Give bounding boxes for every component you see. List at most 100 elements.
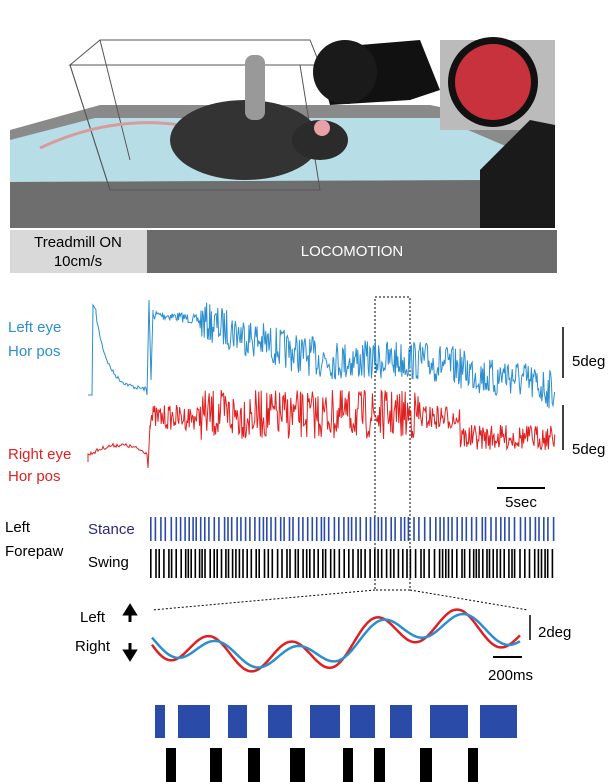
stance-tick xyxy=(184,517,186,541)
mouse-head xyxy=(292,120,348,160)
stance-tick xyxy=(302,517,304,541)
stance-tick xyxy=(240,517,242,541)
swing-tick xyxy=(389,549,392,578)
stance-tick xyxy=(338,517,340,541)
stance-tick xyxy=(529,517,531,541)
scale-label: 5deg xyxy=(572,353,605,370)
time-label: 200ms xyxy=(488,667,533,684)
zoom-line xyxy=(409,589,529,611)
swing-tick xyxy=(409,549,412,578)
stance-tick xyxy=(230,517,233,541)
left-eye-trace xyxy=(88,299,556,409)
swing-tick xyxy=(294,549,297,578)
swing-tick xyxy=(456,549,458,578)
stance-block xyxy=(350,705,375,738)
swing-block xyxy=(374,748,385,782)
stance-tick xyxy=(373,517,376,541)
stance-tick xyxy=(400,517,402,541)
stance-tick xyxy=(456,517,458,541)
stance-tick xyxy=(292,517,294,541)
stance-tick xyxy=(359,517,362,541)
swing-tick xyxy=(445,549,447,578)
forepaw-label: Left xyxy=(5,519,31,536)
swing-tick xyxy=(499,549,502,578)
swing-tick xyxy=(478,549,480,578)
stance-tick xyxy=(413,517,415,541)
stance-tick xyxy=(365,517,367,541)
stance-tick xyxy=(213,517,216,541)
stance-tick xyxy=(223,517,226,541)
swing-tick xyxy=(397,549,400,578)
stance-tick xyxy=(508,517,510,541)
stance-tick xyxy=(320,517,323,541)
zoom-left-eye xyxy=(151,612,521,669)
zoom-line xyxy=(151,589,376,611)
swing-tick xyxy=(364,549,366,578)
bar-label: Treadmill ON xyxy=(34,234,122,251)
stance-tick xyxy=(500,517,502,541)
stance-tick xyxy=(333,517,336,541)
swing-tick xyxy=(486,549,488,578)
stance-tick xyxy=(355,517,357,541)
stance-tick xyxy=(192,517,194,541)
time-label: 5sec xyxy=(505,494,537,511)
stance-tick xyxy=(160,517,162,541)
swing-tick xyxy=(258,549,260,578)
stance-tick xyxy=(443,517,445,541)
swing-tick xyxy=(447,549,450,578)
swing-tick xyxy=(281,549,283,578)
swing-tick xyxy=(348,549,350,578)
stance-tick xyxy=(179,517,182,541)
stance-tick xyxy=(429,517,431,541)
swing-tick xyxy=(461,549,463,578)
trace-label: Hor pos xyxy=(8,343,61,360)
stance-label: Stance xyxy=(88,521,135,538)
locomotion-bar xyxy=(147,230,557,273)
swing-tick xyxy=(313,549,315,578)
swing-tick xyxy=(238,549,241,578)
trace-label: Right eye xyxy=(8,446,71,463)
stance-tick xyxy=(195,517,197,541)
scale-label: 2deg xyxy=(538,624,571,641)
arrow-up xyxy=(122,603,138,622)
holder xyxy=(480,120,555,228)
stance-tick xyxy=(249,517,251,541)
swing-tick xyxy=(468,549,471,578)
swing-tick xyxy=(377,549,379,578)
swing-tick xyxy=(184,549,187,578)
swing-tick xyxy=(170,549,173,578)
stance-block xyxy=(268,705,292,738)
swing-tick xyxy=(519,549,521,578)
swing-tick xyxy=(317,549,319,578)
swing-tick xyxy=(352,549,354,578)
swing-tick xyxy=(187,549,190,578)
treadmill-base xyxy=(10,180,555,228)
stance-tick xyxy=(327,517,330,541)
swing-tick xyxy=(414,549,417,578)
swing-tick xyxy=(297,549,299,578)
swing-tick xyxy=(420,549,422,578)
swing-tick xyxy=(385,549,388,578)
swing-tick xyxy=(286,549,288,578)
stance-tick xyxy=(227,517,229,541)
stance-tick xyxy=(283,517,285,541)
swing-tick xyxy=(180,549,182,578)
swing-tick xyxy=(235,549,237,578)
forepaw-label: Forepaw xyxy=(5,543,64,560)
swing-tick xyxy=(198,549,201,578)
swing-tick xyxy=(380,549,383,578)
direction-label: Left xyxy=(80,609,106,626)
swing-tick xyxy=(402,549,404,578)
stance-tick xyxy=(288,517,291,541)
swing-tick xyxy=(496,549,498,578)
stance-block xyxy=(480,705,517,738)
stance-tick xyxy=(244,517,247,541)
stance-tick xyxy=(481,517,484,541)
stance-tick xyxy=(439,517,441,541)
swing-tick xyxy=(225,549,227,578)
swing-tick xyxy=(451,549,453,578)
treadmill-bar xyxy=(10,230,147,273)
swing-tick xyxy=(524,549,526,578)
swing-tick xyxy=(227,549,230,578)
